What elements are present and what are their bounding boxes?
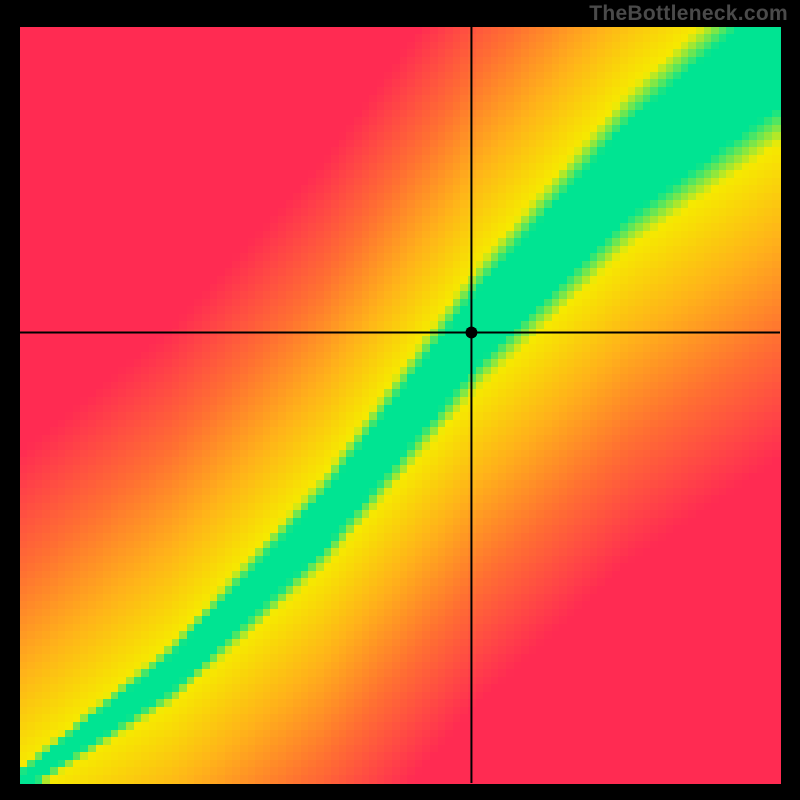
bottleneck-heatmap [0,0,800,800]
watermark-text: TheBottleneck.com [589,2,788,26]
